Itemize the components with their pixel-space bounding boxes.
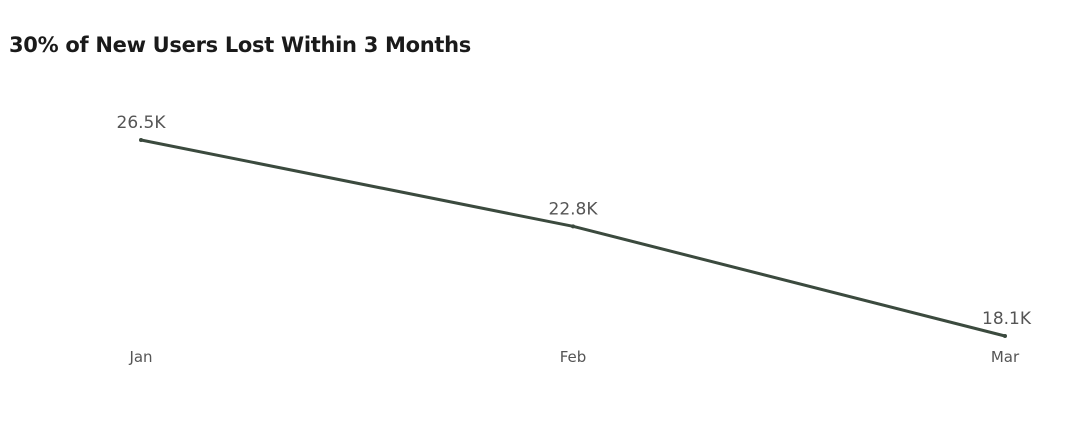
chart-title: 30% of New Users Lost Within 3 Months [9,33,471,57]
x-axis: Jan Feb Mar [128,348,1020,366]
data-point-feb [571,224,575,229]
x-tick-label-jan: Jan [128,348,152,366]
x-tick-label-mar: Mar [991,348,1020,366]
data-point-jan [139,138,143,142]
series-line-group [139,138,1007,338]
data-label-mar: 18.1K [982,309,1032,329]
data-labels-group: 26.5K 22.8K 18.1K [117,113,1032,329]
x-tick-label-feb: Feb [560,348,587,366]
data-point-mar [1003,334,1007,338]
data-label-jan: 26.5K [117,113,167,133]
series-line [139,138,1007,338]
data-label-feb: 22.8K [549,199,599,219]
